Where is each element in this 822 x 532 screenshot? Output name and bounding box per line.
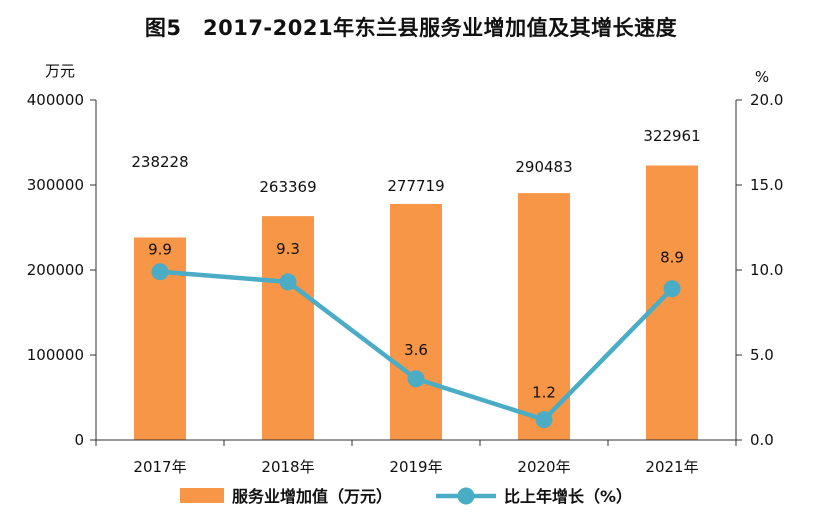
chart-title: 图5 2017-2021年东兰县服务业增加值及其增长速度 xyxy=(144,16,678,40)
right-tick-label: 15.0 xyxy=(750,176,783,194)
line-series xyxy=(151,263,681,429)
growth-point-1 xyxy=(279,273,297,291)
legend: 服务业增加值（万元） 比上年增长（%） xyxy=(180,487,632,506)
x-tick-label: 2018年 xyxy=(261,458,314,476)
growth-value-label: 8.9 xyxy=(660,249,684,267)
bar-value-label: 290483 xyxy=(515,158,572,176)
bar-value-label: 277719 xyxy=(387,177,444,195)
left-tick-label: 0 xyxy=(74,431,84,449)
right-tick-label: 20.0 xyxy=(750,91,783,109)
left-tick-label: 300000 xyxy=(27,176,84,194)
legend-line-label: 比上年增长（%） xyxy=(504,487,632,506)
legend-bar-label: 服务业增加值（万元） xyxy=(232,487,392,506)
bar-2 xyxy=(390,203,442,440)
x-tick-label: 2017年 xyxy=(133,458,186,476)
axes: 0 100000 200000 300000 400000 0.0 5.0 10.0 15.0 2… xyxy=(27,62,784,476)
right-axis-unit: % xyxy=(755,68,769,86)
right-tick-label: 5.0 xyxy=(750,346,774,364)
growth-value-label: 9.9 xyxy=(148,241,172,259)
bar-4 xyxy=(646,165,698,440)
growth-value-label: 1.2 xyxy=(532,384,556,402)
growth-point-0 xyxy=(151,263,169,281)
growth-point-3 xyxy=(535,411,553,429)
x-tick-label: 2021年 xyxy=(645,458,698,476)
right-tick-label: 10.0 xyxy=(750,261,783,279)
legend-bar-swatch xyxy=(180,488,224,503)
bar-series xyxy=(134,165,698,440)
left-tick-label: 200000 xyxy=(27,261,84,279)
legend-line-marker xyxy=(457,487,475,505)
right-tick-label: 0.0 xyxy=(750,431,774,449)
growth-value-label: 9.3 xyxy=(276,240,300,258)
bar-value-label: 238228 xyxy=(131,153,188,171)
x-tick-label: 2020年 xyxy=(517,458,570,476)
left-axis-unit: 万元 xyxy=(45,62,75,80)
bar-value-label: 263369 xyxy=(259,178,316,196)
growth-point-4 xyxy=(663,280,681,298)
left-tick-label: 100000 xyxy=(27,346,84,364)
data-labels: 238228 263369 277719 290483 322961 9.9 9.3 3.6 1… xyxy=(131,127,700,402)
x-tick-label: 2019年 xyxy=(389,458,442,476)
growth-point-2 xyxy=(407,370,425,388)
left-tick-label: 400000 xyxy=(27,91,84,109)
bar-value-label: 322961 xyxy=(643,127,700,145)
growth-value-label: 3.6 xyxy=(404,341,428,359)
bar-1 xyxy=(262,216,314,440)
